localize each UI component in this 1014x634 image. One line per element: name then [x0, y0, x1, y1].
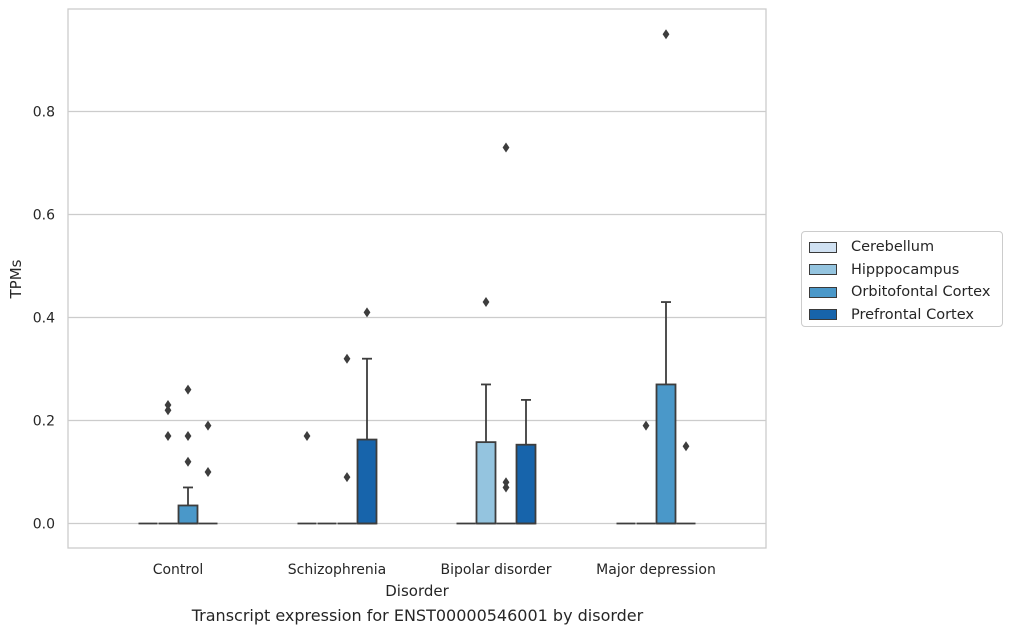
outlier-point — [363, 307, 371, 318]
box — [177, 504, 199, 525]
x-tick-label: Major depression — [596, 562, 716, 578]
box — [515, 443, 537, 525]
x-tick-label: Schizophrenia — [288, 562, 386, 578]
outlier-point — [184, 430, 192, 441]
outlier-point — [662, 29, 670, 40]
y-tick-label: 0.8 — [33, 105, 55, 121]
y-tick-label: 0.6 — [33, 208, 55, 224]
box-group — [297, 430, 317, 525]
y-tick-label: 0.2 — [33, 414, 55, 430]
x-axis-label: Disorder — [385, 582, 449, 600]
box — [655, 383, 677, 525]
outlier-point — [502, 477, 510, 488]
outlier-point — [642, 420, 650, 431]
box-group — [475, 297, 497, 525]
outlier-point — [164, 400, 172, 411]
x-tick-label: Control — [153, 562, 204, 578]
outlier-point — [482, 297, 490, 308]
legend-label: Hipppocampus — [851, 261, 960, 278]
legend-swatch — [809, 241, 837, 253]
box — [475, 441, 497, 525]
box-group — [655, 29, 677, 525]
box-group — [496, 142, 516, 525]
box-group — [337, 353, 357, 525]
outlier-point — [343, 353, 351, 364]
legend-swatch — [809, 264, 837, 276]
outlier-point — [502, 482, 510, 493]
legend-item-prefrontal-cortex: Prefrontal Cortex — [809, 304, 1002, 327]
outlier-point — [164, 405, 172, 416]
outlier-point — [204, 467, 212, 477]
legend-item-cerebellum: Cerebellum — [809, 236, 1002, 259]
outlier-point — [343, 472, 351, 483]
figure-caption: Transcript expression for ENST0000054600… — [191, 606, 644, 625]
outlier-point — [204, 420, 212, 431]
box-group — [676, 441, 696, 525]
legend-label: Prefrontal Cortex — [851, 306, 974, 323]
box-group — [198, 420, 218, 525]
box — [356, 438, 378, 525]
legend-label: Cerebellum — [851, 239, 935, 256]
outlier-point — [164, 430, 172, 441]
legend-item-orbitofrontal-cortex: Orbitofontal Cortex — [809, 281, 1002, 304]
box-group — [158, 400, 178, 525]
legend-swatch — [809, 286, 837, 298]
legend: Cerebellum Hipppocampus Orbitofontal Cor… — [801, 231, 1003, 327]
box-group — [356, 307, 378, 525]
box-group — [177, 384, 199, 525]
outlier-point — [303, 430, 311, 441]
outlier-point — [184, 456, 192, 467]
y-tick-labels: 0.0 0.2 0.4 0.6 0.8 — [33, 105, 55, 533]
outlier-point — [184, 384, 192, 395]
legend-item-hippocampus: Hipppocampus — [809, 259, 1002, 282]
outlier-point — [682, 441, 690, 452]
y-tick-label: 0.4 — [33, 311, 55, 327]
box-group — [515, 398, 537, 525]
y-tick-label: 0.0 — [33, 517, 55, 533]
legend-label: Orbitofontal Cortex — [851, 284, 991, 301]
plot-frame — [67, 8, 767, 549]
plot-marks — [138, 29, 696, 525]
x-tick-label: Bipolar disorder — [440, 562, 551, 578]
outlier-point — [502, 142, 510, 153]
x-tick-labels: Control Schizophrenia Bipolar disorder Majo… — [153, 562, 716, 578]
legend-swatch — [809, 309, 837, 321]
box-group — [636, 420, 656, 525]
y-axis-label: TPMs — [7, 259, 25, 299]
